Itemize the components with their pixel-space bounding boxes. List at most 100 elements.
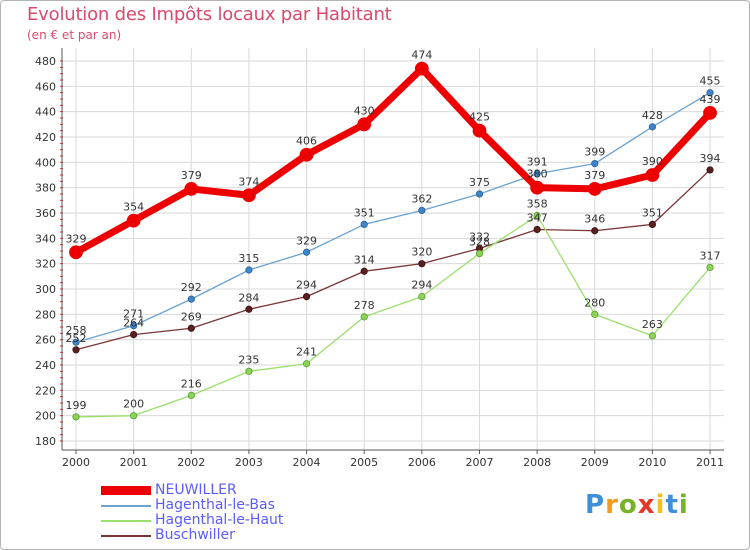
data-label: 439 [700,93,721,106]
data-label: 406 [296,135,317,148]
data-label: 294 [296,279,317,292]
data-label: 455 [700,75,721,88]
data-label: 216 [181,377,202,390]
data-label: 317 [700,249,721,262]
data-point [475,249,484,258]
data-point [414,61,429,76]
y-tick-label: 320 [35,258,56,271]
data-point [130,330,138,339]
data-label: 351 [354,206,375,219]
data-label: 379 [181,169,202,182]
data-label: 269 [181,310,202,323]
data-point [360,220,368,228]
data-point [703,106,717,120]
legend-swatch [101,486,151,495]
data-label: 241 [296,346,317,359]
data-label: 351 [642,206,663,219]
y-tick-label: 220 [35,384,56,397]
legend-label: Hagenthal-le-Haut [155,512,284,528]
x-tick-label: 2007 [465,456,493,469]
data-label: 199 [66,399,87,412]
data-label: 380 [527,168,548,181]
x-tick-label: 2009 [581,456,609,469]
data-label: 278 [354,299,375,312]
data-point [530,180,545,195]
data-label: 292 [181,281,202,294]
data-label: 329 [296,234,317,247]
y-tick-label: 400 [35,156,56,169]
data-point [591,160,599,168]
data-label: 347 [527,211,548,224]
data-point [475,190,484,198]
data-point [360,313,368,321]
data-point [706,89,714,97]
y-tick-label: 280 [35,308,56,321]
y-tick-label: 260 [35,334,56,347]
data-point [418,292,426,301]
data-label: 258 [66,324,87,337]
data-point [72,346,80,354]
data-point [245,305,253,313]
logo-letter: i [655,490,666,520]
data-point [706,263,714,272]
data-label: 346 [584,213,605,226]
logo-letter: P [585,490,606,520]
data-point [587,182,602,196]
legend-item: Hagenthal-le-Haut [101,513,283,528]
series-line [75,169,711,351]
legend-item: NEUWILLER [101,483,283,498]
data-point [533,225,541,234]
data-point [360,267,368,275]
data-label: 358 [527,198,548,211]
x-tick-label: 2000 [62,456,90,469]
x-tick-label: 2010 [638,456,666,469]
data-label: 264 [123,317,144,330]
logo-letter: i [678,490,689,520]
legend-label: Buschwiller [155,527,235,543]
data-point [533,211,541,220]
data-point [706,166,714,174]
data-label: 362 [411,192,432,205]
data-point [645,168,660,182]
data-point [69,245,83,260]
data-label: 374 [238,175,259,188]
logo-letter: x [637,490,656,520]
data-point [72,413,80,421]
data-point [302,360,311,368]
data-point [184,182,199,196]
chart-title: Evolution des Impôts locaux par Habitant [27,4,392,25]
x-tick-label: 2003 [235,456,263,469]
data-point [533,170,541,178]
x-tick-label: 2001 [120,456,148,469]
data-label: 315 [238,252,259,265]
data-point [418,206,426,215]
data-label: 284 [238,291,259,304]
data-point [187,324,195,332]
data-label: 328 [469,236,490,249]
data-label: 428 [642,109,663,122]
legend-item: Hagenthal-le-Bas [101,498,283,513]
data-label: 354 [123,201,144,214]
proxiti-logo: Proxiti [585,490,689,520]
data-point [648,220,657,228]
legend-swatch [101,534,151,537]
y-tick-label: 480 [35,55,56,68]
x-tick-label: 2006 [408,456,436,469]
data-point [648,123,657,131]
data-point [472,123,487,138]
data-point [245,367,253,375]
data-point [418,260,426,268]
x-tick-label: 2008 [523,456,551,469]
data-point [72,338,80,346]
legend: NEUWILLER Hagenthal-le-Bas Hagenthal-le-… [101,483,283,543]
data-point [357,117,372,132]
legend-swatch [101,504,151,507]
data-point [591,310,599,318]
data-label: 280 [584,296,605,309]
data-point [302,248,311,256]
legend-item: Buschwiller [101,528,283,543]
data-label: 375 [469,176,490,189]
data-point [648,332,657,340]
data-point [242,188,256,203]
data-label: 399 [584,146,605,159]
